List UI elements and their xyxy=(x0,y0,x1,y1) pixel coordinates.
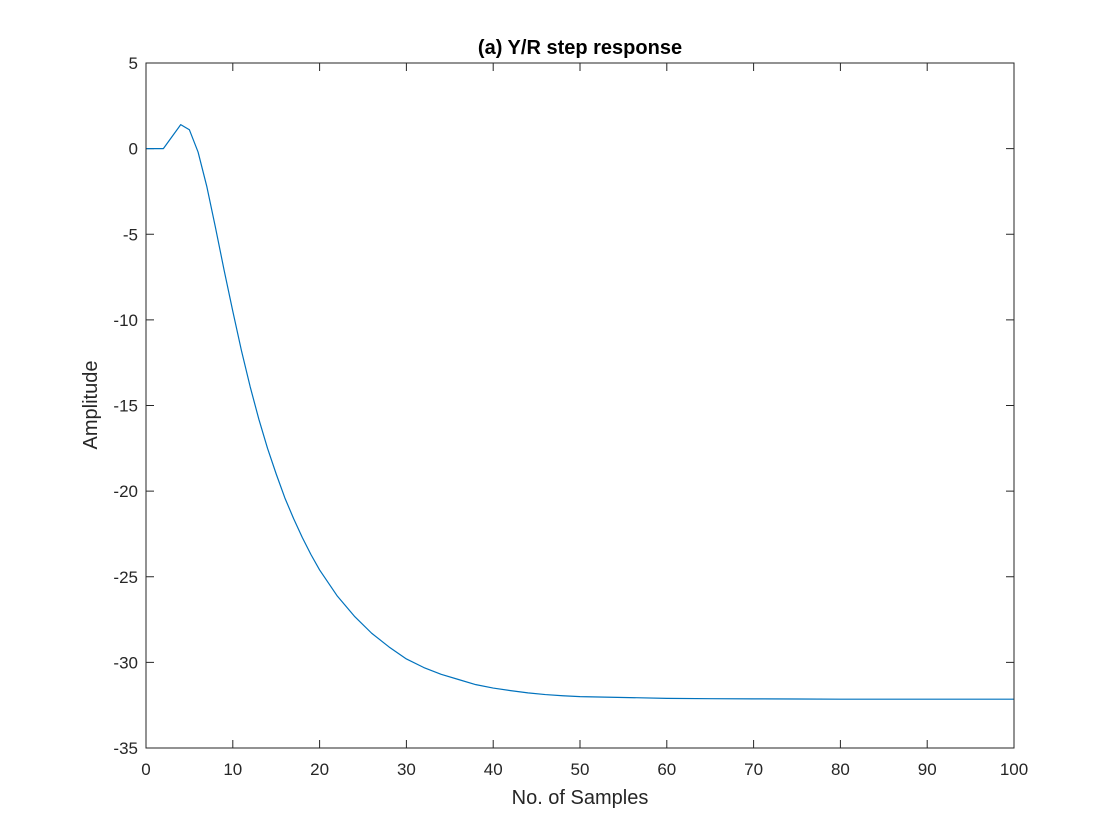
y-tick-label: -35 xyxy=(113,739,138,758)
x-tick-label: 80 xyxy=(831,760,850,779)
x-tick-label: 90 xyxy=(918,760,937,779)
x-tick-label: 30 xyxy=(397,760,416,779)
y-tick-label: -10 xyxy=(113,311,138,330)
x-tick-label: 40 xyxy=(484,760,503,779)
line-layer xyxy=(146,124,1014,700)
chart-title: (a) Y/R step response xyxy=(478,37,682,59)
labels-layer: 0 10 20 30 40 50 60 70 80 90 10050-5-10-15-20-25-3… xyxy=(113,54,1028,779)
x-tick-label: 60 xyxy=(657,760,676,779)
y-tick-label: -5 xyxy=(123,225,138,244)
x-axis-label: No. of Samples xyxy=(512,787,649,809)
x-tick-label: 10 xyxy=(223,760,242,779)
series-line xyxy=(146,124,1014,700)
y-tick-label: -25 xyxy=(113,568,138,587)
x-tick-label: 70 xyxy=(744,760,763,779)
x-tick-label: 20 xyxy=(310,760,329,779)
x-tick-label: 0 xyxy=(141,760,150,779)
y-tick-label: 0 xyxy=(129,140,138,159)
x-tick-label: 100 xyxy=(1000,760,1028,779)
plot-area-frame xyxy=(145,62,1015,749)
y-tick-label: 5 xyxy=(129,54,138,73)
y-tick-label: -30 xyxy=(113,653,138,672)
y-axis-label: Amplitude xyxy=(80,361,102,450)
y-tick-label: -15 xyxy=(113,397,138,416)
x-tick-label: 50 xyxy=(571,760,590,779)
y-tick-label: -20 xyxy=(113,482,138,501)
